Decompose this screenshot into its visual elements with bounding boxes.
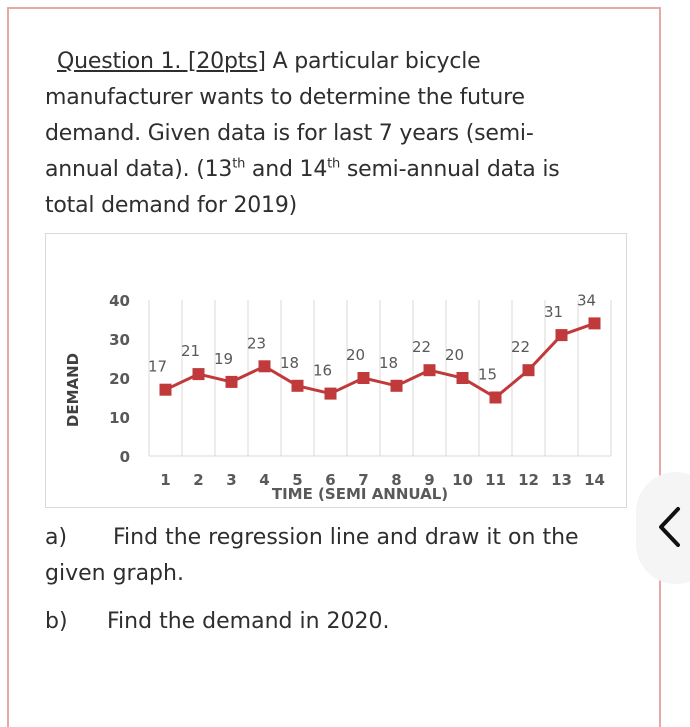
data-label: 18: [379, 354, 398, 372]
data-point-marker: [324, 387, 337, 400]
demand-chart: 0 10 20 30 40 DEMAND 1 2 3 4 5 6 7 8 9 10 11 12 13 14 TIME (…: [45, 233, 627, 508]
x-tick-label: 6: [325, 471, 335, 489]
question-text: Question 1. [20pts] A particular bicycle…: [45, 49, 560, 218]
part-a: a) Find the regression line and draw it o…: [45, 525, 579, 586]
collapse-panel-button[interactable]: [636, 472, 690, 584]
data-label: 34: [577, 291, 596, 309]
data-label: 18: [280, 354, 299, 372]
x-tick-label: 13: [551, 471, 572, 489]
data-point-marker: [390, 379, 403, 392]
x-tick-label: 10: [452, 471, 473, 489]
data-point-marker: [555, 329, 568, 342]
data-label: 17: [148, 358, 167, 376]
x-axis-title: TIME (SEMI ANNUAL): [272, 485, 448, 503]
data-point-marker: [456, 372, 469, 384]
data-point-marker: [588, 317, 601, 330]
x-tick-label: 2: [193, 471, 203, 489]
y-tick-label: 30: [109, 331, 130, 349]
data-label: 15: [478, 366, 497, 384]
question-title: Question 1. [20pts]: [57, 49, 266, 74]
x-tick-label: 7: [358, 471, 368, 489]
data-label: 20: [346, 346, 365, 364]
data-point-marker: [291, 379, 304, 392]
x-tick-label: 3: [226, 471, 236, 489]
data-label: 16: [313, 362, 332, 380]
data-label: 20: [445, 346, 464, 364]
data-label: 22: [511, 338, 530, 356]
chevron-left-icon: [659, 507, 680, 547]
x-tick-label: 11: [485, 471, 506, 489]
y-tick-label: 10: [109, 409, 130, 427]
x-tick-label: 5: [292, 471, 302, 489]
y-tick-label: 0: [120, 448, 130, 466]
y-axis-title: DEMAND: [64, 353, 82, 427]
data-label: 21: [181, 342, 200, 360]
data-point-marker: [522, 364, 535, 377]
data-label: 22: [412, 338, 431, 356]
x-tick-label: 14: [584, 471, 605, 489]
data-point-marker: [258, 360, 271, 373]
x-tick-label: 9: [424, 471, 434, 489]
data-point-marker: [357, 372, 370, 384]
x-tick-label: 1: [160, 471, 170, 489]
y-tick-label: 20: [109, 370, 130, 388]
data-point-marker: [489, 391, 502, 404]
data-point-marker: [159, 383, 172, 396]
data-point-marker: [192, 368, 205, 381]
x-tick-label: 8: [391, 471, 401, 489]
data-label: 19: [214, 350, 233, 368]
data-point-marker: [225, 375, 238, 388]
data-label: 31: [544, 303, 563, 321]
part-b: b) Find the demand in 2020.: [45, 609, 390, 634]
x-tick-label: 12: [518, 471, 539, 489]
question-parts: a) Find the regression line and draw it o…: [45, 520, 625, 640]
x-tick-label: 4: [259, 471, 269, 489]
data-point-marker: [423, 364, 436, 377]
y-tick-label: 40: [109, 292, 130, 310]
data-label: 23: [247, 334, 266, 352]
